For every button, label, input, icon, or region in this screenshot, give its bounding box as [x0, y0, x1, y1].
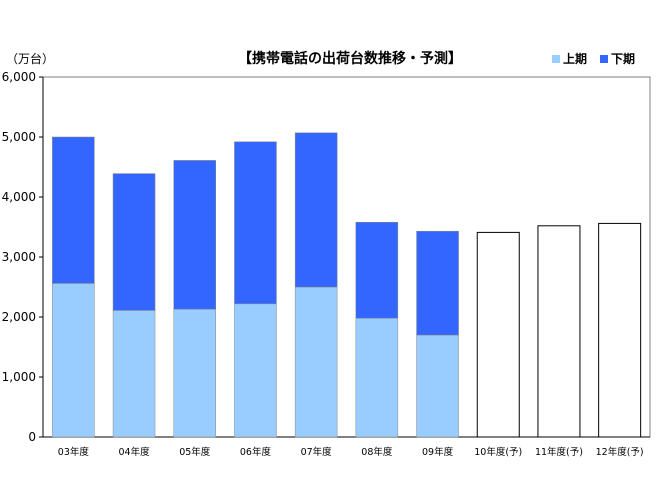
- bar-first-half: [52, 283, 95, 438]
- bar-second-half: [234, 141, 277, 305]
- x-category-label: 04年度: [119, 446, 151, 458]
- legend: 上期 下期: [552, 51, 635, 66]
- x-category-label: 09年度: [422, 446, 454, 458]
- x-category-label: 10年度(予): [474, 446, 522, 458]
- y-tick-label: 6,000: [2, 70, 36, 84]
- x-category-label: 03年度: [58, 446, 90, 458]
- bar-second-half: [416, 230, 459, 336]
- bar-second-half: [112, 173, 156, 311]
- legend-label-second-half: 下期: [611, 51, 635, 66]
- x-category-label: 06年度: [240, 446, 272, 458]
- legend-label-first-half: 上期: [563, 51, 587, 66]
- y-tick-label: 1,000: [2, 370, 36, 384]
- bar-first-half: [294, 286, 338, 438]
- y-tick-label: 5,000: [2, 130, 36, 144]
- y-axis-unit-label: （万台）: [6, 51, 54, 66]
- bar-second-half: [52, 136, 95, 284]
- y-tick-label: 3,000: [2, 250, 36, 264]
- bar-first-half: [112, 310, 156, 438]
- bar-forecast: [598, 222, 642, 438]
- x-category-label: 05年度: [179, 446, 211, 458]
- bar-first-half: [416, 334, 459, 438]
- x-category-label: 12年度(予): [596, 446, 644, 458]
- x-category-label: 11年度(予): [535, 446, 583, 458]
- x-category-label: 07年度: [301, 446, 333, 458]
- y-tick-label: 4,000: [2, 190, 36, 204]
- y-tick-label: 0: [28, 430, 36, 444]
- y-tick-label: 2,000: [2, 310, 36, 324]
- x-category-label: 08年度: [361, 446, 393, 458]
- bar-second-half: [173, 160, 216, 310]
- bar-forecast: [476, 231, 520, 438]
- bar-first-half: [173, 308, 216, 438]
- legend-swatch-second-half: [600, 55, 608, 63]
- legend-swatch-first-half: [552, 55, 560, 63]
- chart-title: 【携帯電話の出荷台数推移・予測】: [238, 50, 462, 67]
- bar-second-half: [355, 221, 399, 319]
- bar-first-half: [355, 317, 399, 438]
- bar-first-half: [234, 303, 277, 438]
- bar-forecast: [537, 225, 581, 438]
- bar-second-half: [294, 132, 338, 288]
